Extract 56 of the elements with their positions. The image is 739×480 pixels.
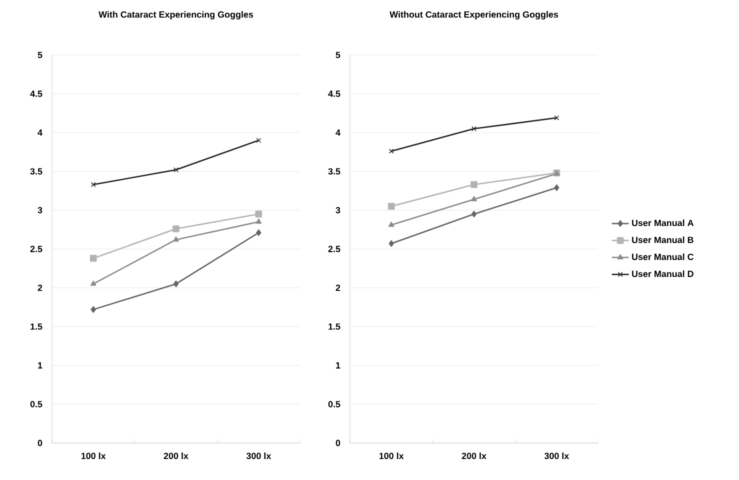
y-tick-label: 3.5 [30,168,42,175]
point [173,167,179,172]
x-tick-label: 200 lx [462,452,486,460]
point [388,240,394,247]
point [90,254,97,262]
y-tick-label: 2.5 [30,246,42,252]
point [173,280,179,288]
point [554,184,560,192]
point [388,202,395,210]
point [388,148,394,154]
point [256,218,262,224]
point [172,225,180,232]
x-tick-label: 300 lx [544,452,570,460]
y-tick-label: 1.5 [30,323,42,330]
x-tick-label: 100 lx [81,452,106,460]
x-tick-label: 200 lx [164,452,188,460]
legend-label: User Manual A [632,220,694,226]
y-tick-label: 4 [336,130,340,136]
y-tick-label: 3.5 [328,168,340,175]
y-tick-label: 2 [38,284,42,291]
y-tick-label: 0 [38,440,42,446]
point [90,280,96,286]
legend-label: User Manual C [632,253,694,260]
x-tick-label: 300 lx [246,452,272,460]
y-tick-label: 2.5 [328,246,340,252]
point [471,210,477,218]
y-tick-label: 4.5 [30,90,42,97]
point [554,115,560,120]
y-tick-label: 1.5 [328,323,340,330]
point [256,229,262,236]
point [90,182,96,188]
chart-title: With Cataract Experiencing Goggles [98,11,254,20]
chart-title: Without Cataract Experiencing Goggles [390,11,558,20]
y-tick-label: 5 [336,52,340,58]
point [255,210,262,218]
x-tick-label: 100 lx [379,452,404,460]
y-tick-label: 0.5 [30,401,42,408]
point [471,126,477,132]
point [471,196,478,202]
y-tick-label: 1 [38,362,42,368]
point [173,236,180,242]
y-tick-label: 1 [336,362,340,368]
y-tick-label: 0 [336,440,340,446]
point [470,181,478,188]
point [90,306,96,313]
y-tick-label: 4.5 [328,90,340,97]
y-tick-label: 5 [38,52,42,58]
y-tick-label: 3 [336,207,340,214]
legend-label: User Manual B [632,236,694,244]
legend-label: User Manual D [632,270,694,278]
y-tick-label: 2 [336,284,340,291]
y-tick-label: 0.5 [328,401,340,408]
point [388,222,394,227]
point [256,138,262,143]
y-tick-label: 3 [38,207,42,214]
y-tick-label: 4 [38,130,42,136]
